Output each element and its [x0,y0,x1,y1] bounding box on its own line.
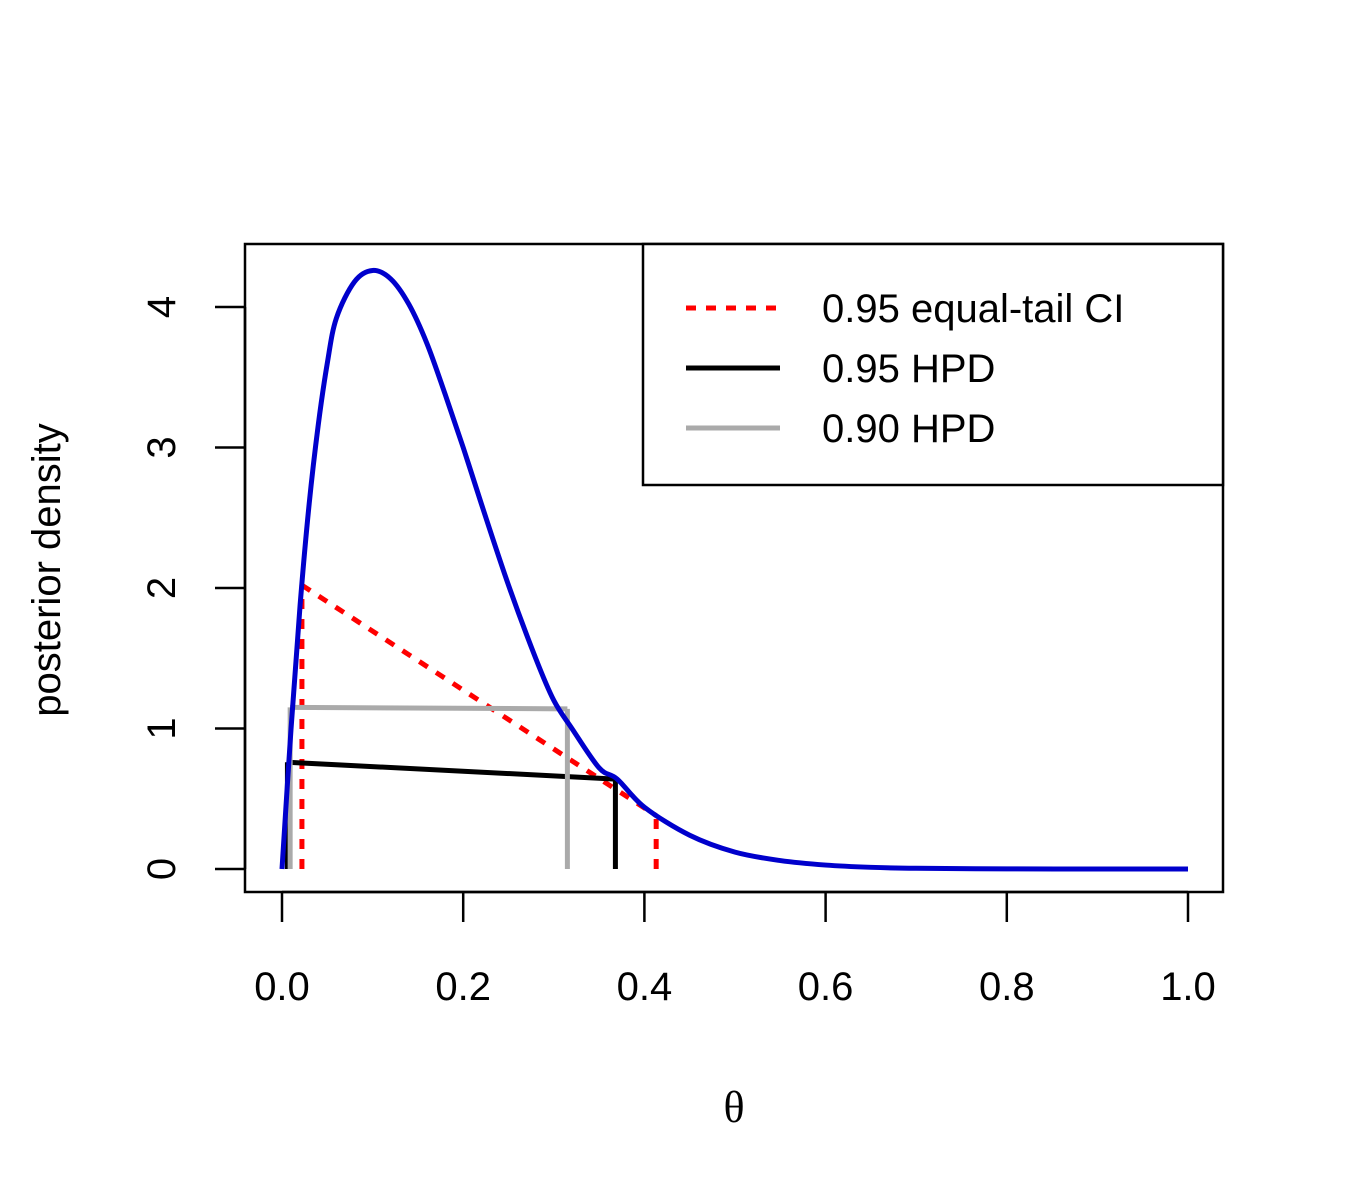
legend-box [641,242,1225,487]
density-layer [279,267,1189,872]
x-tick-label: 0.4 [617,965,673,1009]
legend-label: 0.95 equal-tail CI [822,287,1124,331]
x-axis-title: θ [723,1083,744,1132]
interval-connector [300,583,658,818]
interval-connector [287,759,616,782]
interval-layer [284,583,659,869]
legend-label: 0.95 HPD [822,347,995,391]
y-tick-label: 2 [140,577,184,599]
x-tick-label: 0.6 [798,965,854,1009]
x-tick-label: 0.2 [435,965,491,1009]
x-tick-label: 0.0 [254,965,310,1009]
legend: 0.95 equal-tail CI 0.95 HPD 0.90 HPD [641,242,1225,487]
y-axis: 0 1 2 3 4 [140,296,247,880]
x-tick-label: 0.8 [979,965,1035,1009]
x-tick-label: 1.0 [1160,965,1216,1009]
interval-connector [290,704,568,712]
x-axis: 0.0 0.2 0.4 0.6 0.8 1.0 [254,890,1216,1009]
y-tick-label: 3 [140,436,184,458]
y-tick-label: 1 [140,717,184,739]
y-axis-title: posterior density [25,423,69,716]
density-curve [279,267,1189,872]
y-tick-label: 0 [140,858,184,880]
y-tick-label: 4 [140,296,184,318]
legend-label: 0.90 HPD [822,407,995,451]
